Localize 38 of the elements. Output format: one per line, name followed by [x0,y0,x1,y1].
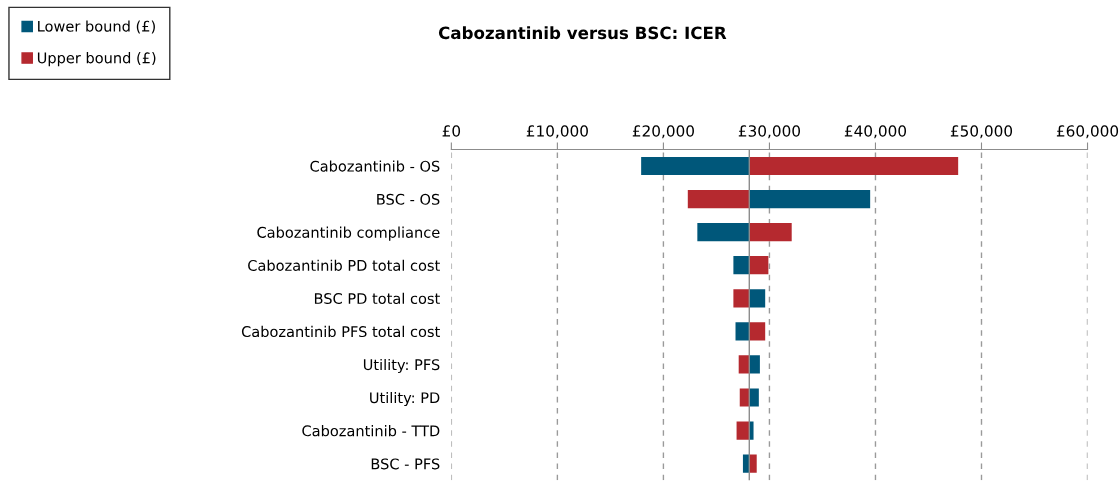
bar [749,289,766,308]
x-tick-label: £20,000 [632,125,694,139]
bar [749,223,792,242]
bar [733,289,750,308]
legend-label: Upper bound (£) [37,52,156,67]
bar [641,156,750,176]
bar [735,322,750,341]
bar [687,189,750,209]
legend-label: Lower bound (£) [38,20,155,34]
y-tick-label: Cabozantinib PD total cost [248,259,440,271]
bar [697,223,750,242]
y-tick-label: BSC PD total cost [314,292,440,305]
y-tick-label: BSC - OS [377,193,440,205]
bar [749,322,766,341]
bar [739,388,750,407]
bar [749,256,769,275]
bar [749,189,871,209]
y-tick-label: Utility: PFS [363,358,440,374]
x-tick-label: £60,000 [1056,125,1119,139]
x-tick-label: £30,000 [738,125,801,139]
chart-title: Cabozantinib versus BSC: ICER [438,26,727,40]
bar [733,256,750,275]
bar [738,355,750,374]
bar [736,421,750,440]
y-tick-label: Cabozantinib PFS total cost [241,325,440,338]
y-tick-label: Cabozantinib compliance [257,226,440,241]
bar [749,355,760,374]
x-tick-label: £50,000 [950,125,1013,139]
x-tick-label: £40,000 [844,125,907,139]
x-tick-label: £0 [442,125,461,137]
x-tick-label: £10,000 [526,125,588,139]
bar [742,454,750,473]
bar [749,388,759,407]
y-tick-label: Utility: PD [370,391,440,407]
y-tick-label: Cabozantinib - TTD [302,425,440,437]
y-tick-label: Cabozantinib - OS [310,160,440,172]
bar [749,156,959,176]
y-tick-label: BSC - PFS [371,458,440,470]
